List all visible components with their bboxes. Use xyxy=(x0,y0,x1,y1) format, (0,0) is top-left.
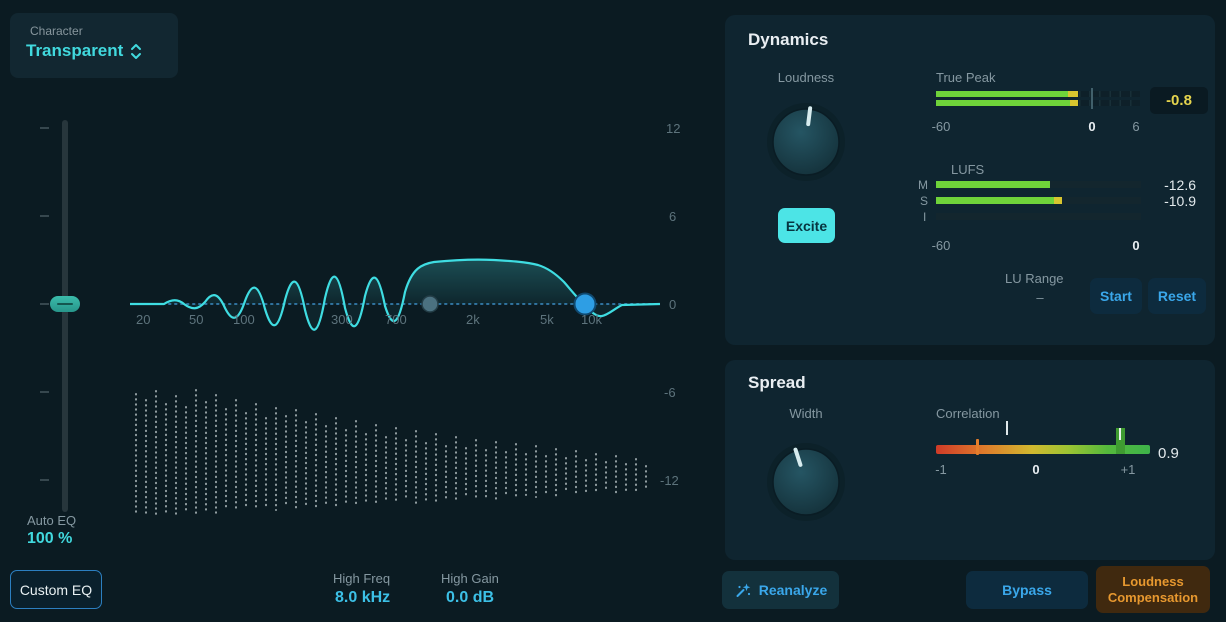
auto-eq-value: 100 % xyxy=(27,530,73,547)
freq-label: 10k xyxy=(581,312,602,327)
freq-label: 700 xyxy=(385,312,407,327)
lu-range-label: LU Range xyxy=(1005,271,1064,286)
correlation-meter xyxy=(936,445,1150,454)
lufs-meter-m xyxy=(936,181,1141,188)
loudness-knob[interactable] xyxy=(760,96,852,188)
true-peak-scale-min: -60 xyxy=(931,119,951,134)
db-label: -12 xyxy=(660,473,679,488)
dynamics-title: Dynamics xyxy=(748,30,829,49)
correlation-scale-min: -1 xyxy=(935,462,947,477)
width-label: Width xyxy=(789,406,823,421)
slider-tick xyxy=(40,303,49,305)
character-label: Character xyxy=(30,24,83,38)
db-label: 0 xyxy=(669,297,677,312)
spread-title: Spread xyxy=(748,373,806,392)
db-label: -6 xyxy=(664,385,676,400)
lufs-meter-s xyxy=(936,197,1141,204)
reanalyze-button[interactable]: Reanalyze xyxy=(722,571,839,609)
loudness-comp-line2: Compensation xyxy=(1107,589,1199,605)
slider-tick xyxy=(40,479,49,481)
true-peak-label: True Peak xyxy=(936,70,996,85)
width-knob[interactable] xyxy=(760,436,852,528)
eq-curve-fill xyxy=(130,259,660,330)
lufs-channel-m: M xyxy=(918,178,928,192)
eq-display xyxy=(130,258,661,516)
lufs-scale-min: -60 xyxy=(931,238,951,253)
excite-button[interactable]: Excite xyxy=(778,208,835,243)
chevron-updown-icon xyxy=(131,43,142,59)
true-peak-scale-max: 6 xyxy=(1132,119,1140,134)
spectrum-bars xyxy=(135,389,647,516)
reset-button[interactable]: Reset xyxy=(1148,278,1206,314)
loudness-label: Loudness xyxy=(777,70,835,85)
loudness-compensation-button[interactable]: Loudness Compensation xyxy=(1096,566,1210,613)
freq-label: 50 xyxy=(189,312,204,327)
high-gain-label: High Gain xyxy=(441,571,499,586)
db-label: 12 xyxy=(666,121,681,136)
wand-icon xyxy=(736,583,751,597)
auto-eq-label: Auto EQ xyxy=(27,513,77,528)
correlation-scale-max: +1 xyxy=(1120,462,1136,477)
eq-band-handle-1[interactable] xyxy=(421,295,439,313)
slider-tick xyxy=(40,127,49,129)
width-knob-pointer xyxy=(793,447,803,467)
lufs-scale-zero: 0 xyxy=(1132,238,1140,253)
freq-label: 5k xyxy=(540,312,554,327)
correlation-marker xyxy=(1006,421,1008,435)
true-peak-meter-l xyxy=(936,91,1140,97)
correlation-label: Correlation xyxy=(936,406,1000,421)
freq-label: 2k xyxy=(466,312,480,327)
eq-curve xyxy=(130,258,661,331)
high-freq-label: High Freq xyxy=(333,571,391,586)
loudness-comp-line1: Loudness xyxy=(1122,573,1184,589)
true-peak-zero-marker xyxy=(1091,88,1093,109)
loudness-knob-pointer xyxy=(806,106,813,127)
correlation-orange-tick xyxy=(976,439,979,455)
freq-label: 100 xyxy=(233,312,255,327)
lu-range-value: – xyxy=(1036,290,1044,305)
lufs-m-value: -12.6 xyxy=(1164,177,1196,193)
true-peak-scale-zero: 0 xyxy=(1088,119,1096,134)
character-selector[interactable]: Character Transparent xyxy=(10,13,178,78)
high-freq-value[interactable]: 8.0 kHz xyxy=(335,589,391,606)
eq-band-handle-2[interactable] xyxy=(573,292,597,316)
lufs-channel-s: S xyxy=(920,194,929,208)
freq-label: 300 xyxy=(331,312,353,327)
correlation-peak-marker xyxy=(1116,428,1125,454)
high-gain-value[interactable]: 0.0 dB xyxy=(446,589,495,606)
auto-eq-slider-track[interactable] xyxy=(62,120,68,512)
true-peak-value: -0.8 xyxy=(1150,87,1208,114)
reanalyze-label: Reanalyze xyxy=(758,582,828,598)
slider-tick xyxy=(40,215,49,217)
lufs-label: LUFS xyxy=(951,162,985,177)
character-value: Transparent xyxy=(26,41,124,60)
start-button[interactable]: Start xyxy=(1090,278,1142,314)
lufs-meter-i xyxy=(936,213,1141,220)
correlation-value: 0.9 xyxy=(1158,445,1179,462)
auto-eq-slider-handle[interactable] xyxy=(50,296,80,312)
correlation-scale-zero: 0 xyxy=(1032,462,1040,477)
bypass-button[interactable]: Bypass xyxy=(966,571,1088,609)
slider-tick xyxy=(40,391,49,393)
lufs-s-value: -10.9 xyxy=(1164,193,1196,209)
true-peak-meter-r xyxy=(936,100,1140,106)
lufs-channel-i: I xyxy=(923,210,927,224)
db-label: 6 xyxy=(669,209,677,224)
slider-handle-line xyxy=(57,303,73,305)
freq-label: 20 xyxy=(136,312,151,327)
custom-eq-button[interactable]: Custom EQ xyxy=(10,570,102,609)
correlation-peak-line xyxy=(1119,428,1121,440)
